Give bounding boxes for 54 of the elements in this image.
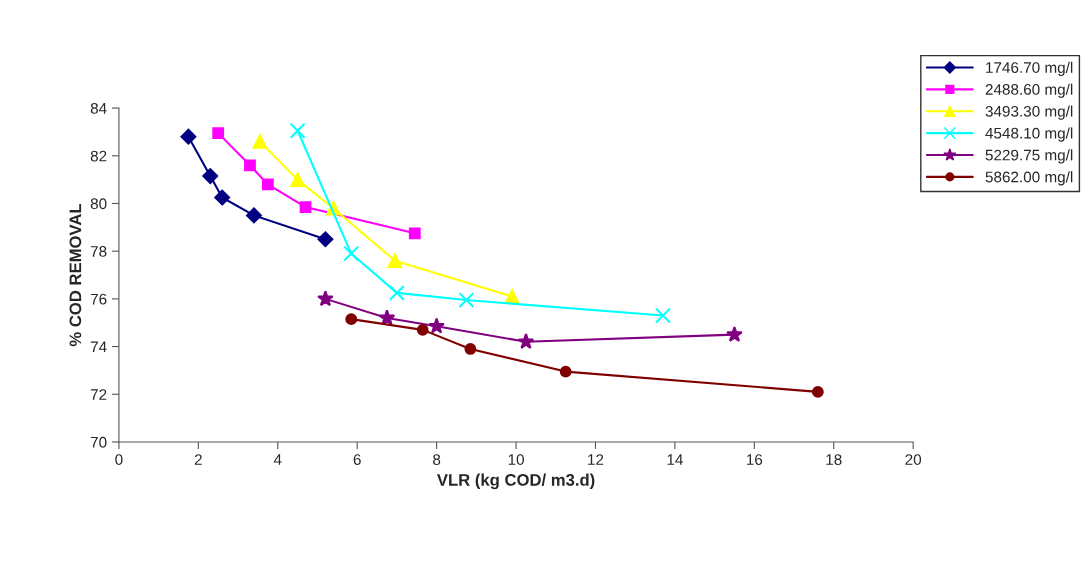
x-tick-label: 12 (588, 454, 604, 465)
point (299, 201, 312, 213)
y-tick-label: 74 (90, 341, 107, 353)
legend-label: 5229.75 mg/l (985, 149, 1073, 164)
y-tick-label: 76 (90, 293, 107, 305)
point (289, 122, 306, 139)
x-axis-title: VLR (kg COD/ m3.d) (436, 473, 595, 490)
point (290, 172, 305, 187)
y-tick-label: 72 (90, 389, 107, 400)
point (343, 245, 360, 262)
point (387, 253, 403, 269)
legend-label: 2488.60 mg/l (985, 83, 1073, 98)
legend-label: 5862.00 mg/l (985, 171, 1073, 186)
point (654, 307, 671, 324)
point (246, 207, 262, 224)
x-tick-label: 20 (905, 454, 922, 465)
point (317, 290, 334, 307)
legend-label: 1746.70 mg/l (986, 61, 1073, 76)
point (212, 127, 225, 140)
point (202, 168, 219, 184)
y-axis-title: % COD REMOVAL (69, 203, 82, 347)
point (464, 343, 477, 355)
x-tick-label: 18 (826, 454, 842, 465)
point (261, 178, 274, 191)
point (244, 159, 256, 172)
point (517, 333, 535, 350)
x-tick-label: 8 (433, 454, 441, 465)
y-tick-label: 80 (90, 198, 107, 210)
point (416, 323, 429, 336)
x-tick-label: 6 (353, 454, 361, 465)
point (317, 231, 334, 248)
point (559, 365, 572, 378)
y-tick-label: 78 (90, 246, 107, 257)
x-tick-label: 4 (273, 454, 282, 465)
y-tick-label: 84 (90, 102, 107, 114)
point (252, 134, 268, 149)
point (388, 284, 405, 301)
point (428, 317, 445, 334)
point (811, 385, 824, 398)
y-tick-label: 82 (90, 150, 107, 162)
y-tick-label: 70 (90, 436, 107, 448)
point (345, 313, 358, 326)
legend-label: 3493.30 mg/l (985, 105, 1073, 120)
point (408, 227, 421, 240)
legend-label: 4548.10 mg/l (985, 127, 1073, 142)
x-tick-label: 10 (508, 454, 524, 465)
x-tick-label: 14 (667, 454, 683, 465)
point (214, 189, 231, 206)
point (458, 292, 475, 309)
x-tick-label: 16 (746, 454, 763, 465)
x-tick-label: 0 (115, 454, 123, 465)
point (726, 325, 743, 342)
point (180, 128, 197, 145)
x-tick-label: 2 (194, 454, 202, 465)
